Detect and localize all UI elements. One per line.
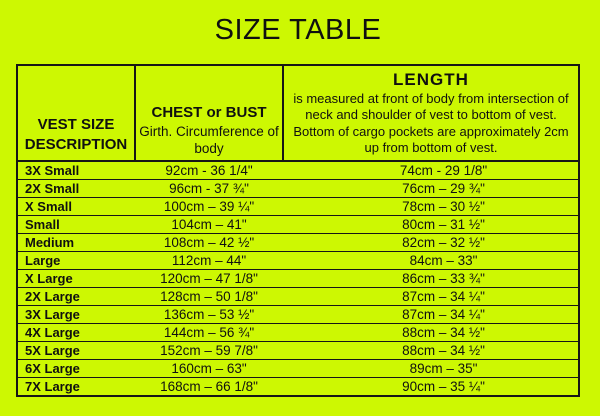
header-row: VEST SIZE DESCRIPTION CHEST or BUST Girt… bbox=[16, 64, 580, 162]
length-cell: 82cm – 32 ½" bbox=[283, 233, 579, 252]
table-row: X Small 100cm – 39 ¼" 78cm – 30 ½" bbox=[17, 197, 579, 216]
table-row: 2X Large 128cm – 50 1/8" 87cm – 34 ¼" bbox=[17, 287, 579, 306]
size-cell: Large bbox=[17, 251, 135, 270]
length-cell: 80cm – 31 ½" bbox=[283, 215, 579, 234]
header-length-desc-line3: Bottom of cargo pockets are approximatel… bbox=[293, 123, 569, 139]
size-cell: 7X Large bbox=[17, 377, 135, 396]
length-cell: 86cm – 33 ¾" bbox=[283, 269, 579, 288]
table-row: Large 112cm – 44" 84cm – 33" bbox=[17, 251, 579, 270]
header-chest-title: CHEST or BUST bbox=[151, 104, 267, 121]
length-cell: 74cm - 29 1/8" bbox=[283, 160, 579, 180]
size-cell: 4X Large bbox=[17, 323, 135, 342]
chest-cell: 168cm – 66 1/8" bbox=[135, 377, 283, 396]
table-row: Small 104cm – 41" 80cm – 31 ½" bbox=[17, 215, 579, 234]
chest-cell: 152cm – 59 7/8" bbox=[135, 341, 283, 360]
table-row: 7X Large 168cm – 66 1/8" 90cm – 35 ¼" bbox=[17, 377, 579, 396]
size-cell: 6X Large bbox=[17, 359, 135, 378]
header-vest-size-description: VEST SIZE DESCRIPTION bbox=[16, 64, 136, 162]
length-cell: 84cm – 33" bbox=[283, 251, 579, 270]
length-cell: 76cm – 29 ¾" bbox=[283, 179, 579, 198]
size-cell: Medium bbox=[17, 233, 135, 252]
size-table: VEST SIZE DESCRIPTION CHEST or BUST Girt… bbox=[16, 64, 580, 397]
header-length: LENGTH is measured at front of body from… bbox=[282, 64, 580, 162]
header-length-desc-line2: neck and shoulder of vest to bottom of v… bbox=[305, 107, 557, 122]
header-chest-subtitle: Girth. Circumference of body bbox=[139, 124, 279, 156]
chest-cell: 92cm - 36 1/4" bbox=[135, 160, 283, 180]
length-cell: 87cm – 34 ¼" bbox=[283, 287, 579, 306]
table-row: 5X Large 152cm – 59 7/8" 88cm – 34 ½" bbox=[17, 341, 579, 360]
size-cell: X Small bbox=[17, 197, 135, 216]
header-length-desc-line1: is measured at front of body from inters… bbox=[293, 90, 569, 106]
header-chest-or-bust: CHEST or BUST Girth. Circumference of bo… bbox=[134, 64, 284, 162]
chest-cell: 120cm – 47 1/8" bbox=[135, 269, 283, 288]
table-row: 2X Small 96cm - 37 ¾" 76cm – 29 ¾" bbox=[17, 179, 579, 198]
chest-cell: 112cm – 44" bbox=[135, 251, 283, 270]
length-cell: 88cm – 34 ½" bbox=[283, 323, 579, 342]
chest-cell: 104cm – 41" bbox=[135, 215, 283, 234]
table-row: X Large 120cm – 47 1/8" 86cm – 33 ¾" bbox=[17, 269, 579, 288]
table-row: 3X Small 92cm - 36 1/4" 74cm - 29 1/8" bbox=[17, 160, 579, 180]
chest-cell: 96cm - 37 ¾" bbox=[135, 179, 283, 198]
size-cell: 2X Small bbox=[17, 179, 135, 198]
chest-cell: 128cm – 50 1/8" bbox=[135, 287, 283, 306]
table-body: 3X Small 92cm - 36 1/4" 74cm - 29 1/8" 2X S… bbox=[17, 160, 579, 396]
table-row: 6X Large 160cm – 63" 89cm – 35" bbox=[17, 359, 579, 378]
chest-cell: 144cm – 56 ¾" bbox=[135, 323, 283, 342]
size-cell: 3X Large bbox=[17, 305, 135, 324]
header-vest-size-line2: DESCRIPTION bbox=[24, 136, 128, 153]
table-row: 4X Large 144cm – 56 ¾" 88cm – 34 ½" bbox=[17, 323, 579, 342]
length-cell: 88cm – 34 ½" bbox=[283, 341, 579, 360]
length-cell: 87cm – 34 ¼" bbox=[283, 305, 579, 324]
table-row: Medium 108cm – 42 ½" 82cm – 32 ½" bbox=[17, 233, 579, 252]
chest-cell: 160cm – 63" bbox=[135, 359, 283, 378]
header-length-title: LENGTH bbox=[393, 69, 469, 89]
chest-cell: 108cm – 42 ½" bbox=[135, 233, 283, 252]
chest-cell: 136cm – 53 ½" bbox=[135, 305, 283, 324]
size-cell: X Large bbox=[17, 269, 135, 288]
table-header: VEST SIZE DESCRIPTION CHEST or BUST Girt… bbox=[16, 64, 580, 162]
size-cell: Small bbox=[17, 215, 135, 234]
size-cell: 5X Large bbox=[17, 341, 135, 360]
length-cell: 78cm – 30 ½" bbox=[283, 197, 579, 216]
header-vest-size-line1: VEST SIZE bbox=[37, 116, 115, 133]
header-length-desc-line4: up from bottom of vest. bbox=[364, 140, 498, 155]
size-cell: 3X Small bbox=[17, 160, 135, 180]
length-cell: 90cm – 35 ¼" bbox=[283, 377, 579, 396]
chest-cell: 100cm – 39 ¼" bbox=[135, 197, 283, 216]
length-cell: 89cm – 35" bbox=[283, 359, 579, 378]
size-cell: 2X Large bbox=[17, 287, 135, 306]
table-row: 3X Large 136cm – 53 ½" 87cm – 34 ¼" bbox=[17, 305, 579, 324]
page-title: SIZE TABLE bbox=[214, 14, 382, 46]
